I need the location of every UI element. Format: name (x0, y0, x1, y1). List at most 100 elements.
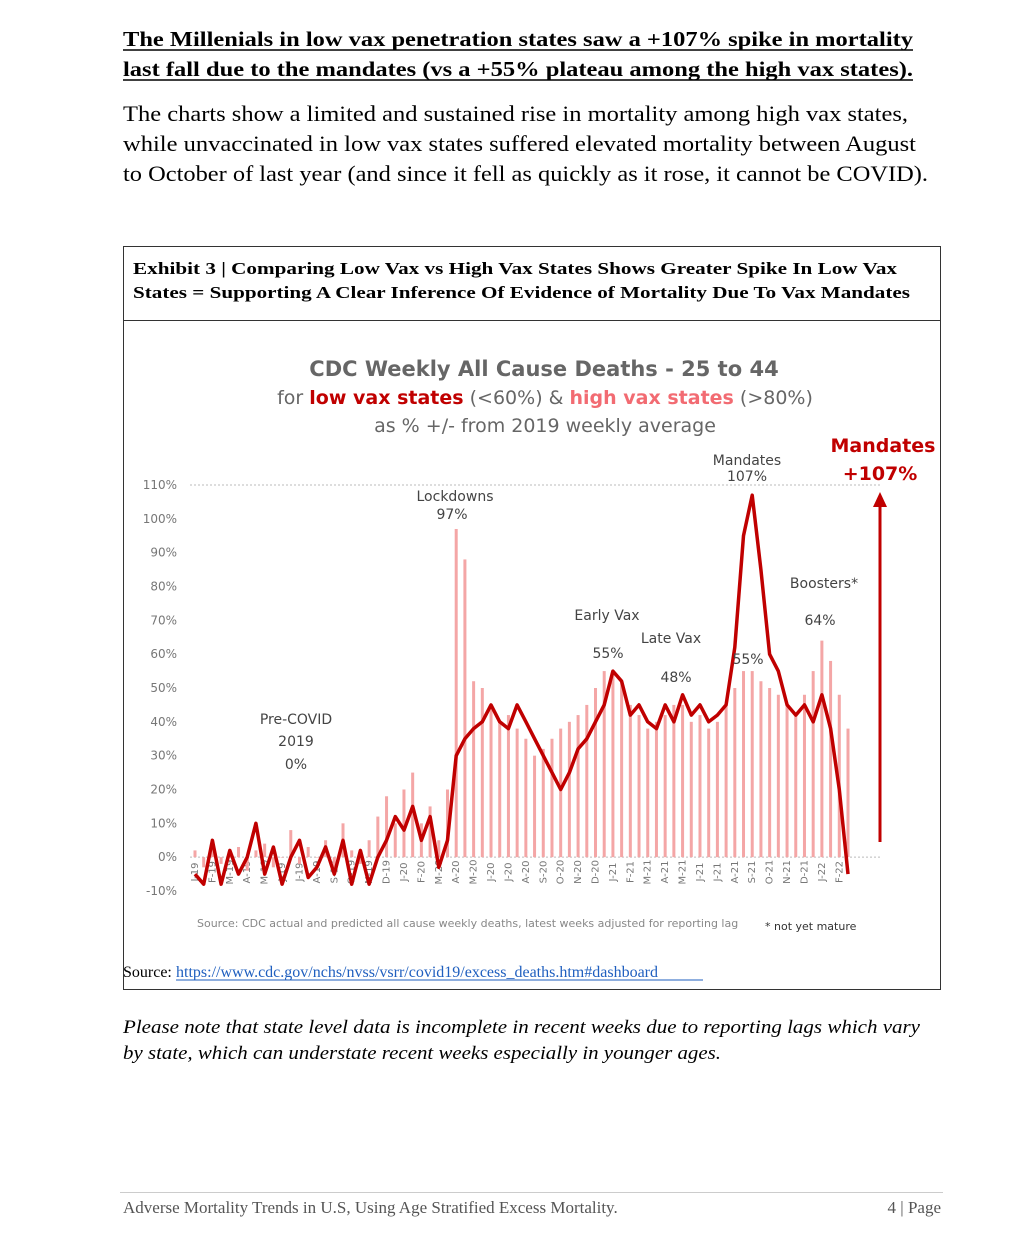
bar (785, 704, 789, 858)
bar (385, 796, 389, 858)
bar (289, 830, 293, 858)
bar (350, 850, 354, 858)
annotation: 107% (727, 469, 767, 485)
exhibit-title: Exhibit 3 | Comparing Low Vax vs High Va… (133, 259, 898, 278)
x-tick-label: J-21 (608, 863, 619, 883)
bar (219, 857, 223, 864)
annotation: Mandates (713, 453, 781, 469)
x-tick-label: F-22 (834, 861, 845, 883)
annotation: Pre-COVID (260, 712, 332, 728)
chart-footnote: * not yet mature (765, 920, 857, 933)
x-tick-label: M-21 (678, 860, 689, 885)
x-tick-label: F-21 (625, 861, 636, 883)
x-tick-label: S-20 (538, 861, 549, 884)
bar (654, 721, 658, 858)
intro-line: to October of last year (and since it fe… (123, 161, 928, 186)
annotation: Boosters* (790, 576, 858, 592)
bar (689, 721, 693, 858)
x-tick-label: D-19 (382, 860, 393, 884)
chart-source: Source: CDC actual and predicted all cau… (197, 917, 738, 930)
bar (750, 671, 754, 858)
exhibit-box (123, 246, 941, 990)
note-line: by state, which can understate recent we… (123, 1043, 721, 1064)
bar (498, 721, 502, 858)
bar (332, 857, 336, 868)
bar (358, 857, 362, 864)
bar (376, 816, 380, 858)
exhibit-title: States = Supporting A Clear Inference Of… (133, 283, 910, 302)
bar (837, 694, 841, 858)
x-tick-label: J-21 (695, 863, 706, 883)
y-tick-label: 60% (150, 647, 177, 661)
x-tick-label: N-19 (364, 860, 375, 884)
x-tick-label: A-19 (312, 861, 323, 884)
note-line: Please note that state level data is inc… (122, 1017, 921, 1038)
bar (280, 857, 284, 858)
annotation: 55% (732, 652, 763, 668)
bar (202, 857, 206, 868)
chart-subtitle: for low vax states (<60%) & high vax sta… (277, 387, 813, 409)
source-label: Source: (123, 964, 172, 981)
chart-subtitle: as % +/- from 2019 weekly average (374, 415, 716, 437)
source-link[interactable]: https://www.cdc.gov/nchs/nvss/vsrr/covid… (176, 964, 658, 981)
y-tick-label: 40% (150, 715, 177, 729)
bar (620, 681, 624, 858)
bar (811, 671, 815, 858)
subtitle-part: high vax states (570, 387, 734, 409)
x-tick-label: J-20 (486, 863, 497, 883)
intro-line: The charts show a limited and sustained … (123, 101, 908, 126)
bar (506, 715, 510, 858)
annotation: 64% (804, 613, 835, 629)
x-tick-label: M-20 (434, 860, 445, 885)
bar (707, 728, 711, 858)
bar (559, 728, 563, 858)
annotation: Lockdowns (417, 489, 494, 505)
chart-title: CDC Weekly All Cause Deaths - 25 to 44 (309, 357, 778, 381)
y-tick-label: 30% (150, 749, 177, 763)
bar (646, 728, 650, 858)
x-tick-label: J-19 (277, 863, 288, 883)
y-tick-label: 80% (150, 580, 177, 594)
bar (428, 806, 432, 858)
x-tick-label: J-20 (399, 863, 410, 883)
bar (715, 721, 719, 858)
x-tick-label: J-19 (294, 863, 305, 883)
x-tick-label: M-19 (225, 860, 236, 885)
bar (437, 840, 441, 858)
bar (820, 640, 824, 858)
bar (759, 681, 763, 858)
y-tick-label: 90% (150, 546, 177, 560)
bar (602, 671, 606, 858)
subtitle-part: (<60%) & (464, 387, 570, 409)
x-tick-label: J-21 (712, 863, 723, 883)
bar (541, 748, 545, 858)
x-tick-label: D-20 (591, 860, 602, 884)
bar (472, 681, 476, 858)
annotation: Early Vax (574, 608, 639, 624)
footer-left: Adverse Mortality Trends in U.S, Using A… (123, 1198, 618, 1217)
bar (742, 671, 746, 858)
bar (567, 721, 571, 858)
bar (515, 728, 519, 858)
bar (411, 772, 415, 858)
x-tick-label: A-21 (730, 861, 741, 884)
bar (228, 857, 232, 858)
bar (271, 857, 275, 868)
bar (524, 738, 528, 858)
bar (393, 823, 397, 858)
y-tick-label: 0% (158, 850, 177, 864)
bar (489, 704, 493, 858)
chart: CDC Weekly All Cause Deaths - 25 to 44 f… (143, 357, 936, 933)
bar (637, 715, 641, 858)
annotation: 0% (285, 757, 307, 773)
x-tick-label: A-19 (242, 861, 253, 884)
bar (733, 688, 737, 858)
bar (681, 704, 685, 858)
annotation: Late Vax (641, 631, 701, 647)
y-tick-label: 50% (150, 681, 177, 695)
bar (480, 688, 484, 858)
x-tick-label: A-21 (660, 861, 671, 884)
x-tick-label: O-20 (556, 860, 567, 884)
